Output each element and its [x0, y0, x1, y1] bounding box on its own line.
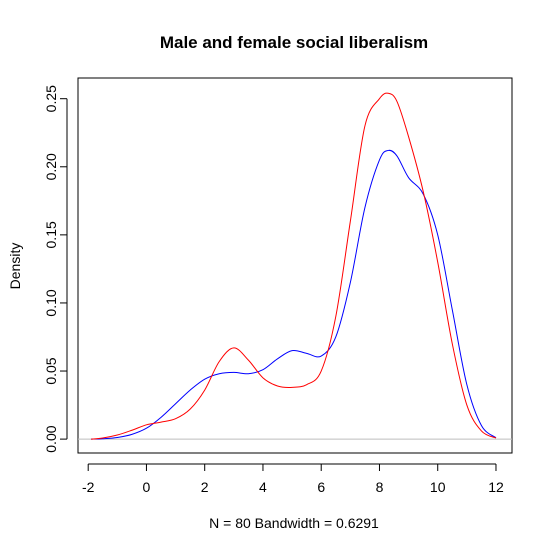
density-line-2 [91, 92, 497, 440]
x-axis: -2 0 2 4 6 8 10 12 [82, 463, 504, 495]
density-line-1 [91, 149, 497, 440]
x-tick-label: 10 [430, 479, 446, 495]
y-tick-label: 0.25 [43, 85, 59, 112]
x-tick-label: 12 [488, 479, 504, 495]
y-tick-label: 0.05 [43, 357, 59, 384]
x-tick-label: 8 [376, 479, 384, 495]
series-layer [91, 92, 497, 440]
y-tick-label: 0.20 [43, 153, 59, 180]
y-axis: 0.00 0.05 0.10 0.15 0.20 0.25 [43, 85, 68, 453]
x-tick-label: 6 [317, 479, 325, 495]
x-axis-label: N = 80 Bandwidth = 0.6291 [209, 515, 379, 531]
y-tick-label: 0.10 [43, 289, 59, 316]
x-tick-label: -2 [82, 479, 95, 495]
y-tick-label: 0.15 [43, 221, 59, 248]
x-tick-label: 4 [259, 479, 267, 495]
chart-title: Male and female social liberalism [160, 33, 428, 52]
y-tick-label: 0.00 [43, 425, 59, 452]
x-tick-label: 0 [143, 479, 151, 495]
y-axis-label: Density [7, 243, 23, 290]
plot-frame [77, 77, 513, 454]
x-tick-label: 2 [201, 479, 209, 495]
